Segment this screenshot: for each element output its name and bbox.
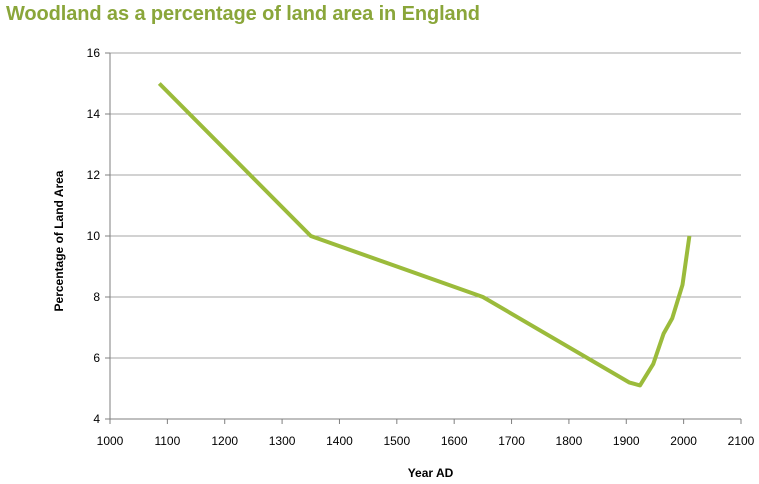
series-layer: [157, 82, 692, 388]
chart-title: Woodland as a percentage of land area in…: [6, 3, 480, 25]
y-tick-label-12: 12: [87, 168, 101, 182]
y-axis-title: Percentage of Land Area: [52, 170, 66, 311]
gridlines: [110, 52, 741, 359]
x-tick-label-1100: 1100: [154, 434, 180, 448]
y-tick-label-16: 16: [87, 46, 101, 60]
x-tick-label-1600: 1600: [441, 434, 468, 448]
y-tick-label-14: 14: [87, 107, 101, 121]
series-line-0: [157, 82, 692, 388]
x-tick-label-1500: 1500: [383, 434, 410, 448]
x-tick-label-1400: 1400: [326, 434, 353, 448]
y-tick-label-4: 4: [93, 412, 100, 426]
x-axis-title: Year AD: [408, 466, 454, 480]
x-tick-label-1000: 1000: [97, 434, 124, 448]
y-tick-label-10: 10: [87, 229, 101, 243]
x-tick-label-2000: 2000: [670, 434, 697, 448]
y-tick-label-8: 8: [93, 290, 100, 304]
x-tick-label-2100: 2100: [728, 434, 755, 448]
tick-labels: 4 6 8 10 12 14 16 1000 1100 1200 1300 1400 1500 1600 1…: [87, 46, 755, 448]
x-tick-label-1200: 1200: [211, 434, 238, 448]
x-tick-label-1800: 1800: [556, 434, 583, 448]
axes: [105, 52, 742, 424]
x-tick-label-1700: 1700: [498, 434, 525, 448]
x-tick-label-1300: 1300: [269, 434, 296, 448]
y-tick-label-6: 6: [93, 351, 100, 365]
x-tick-label-1900: 1900: [613, 434, 640, 448]
